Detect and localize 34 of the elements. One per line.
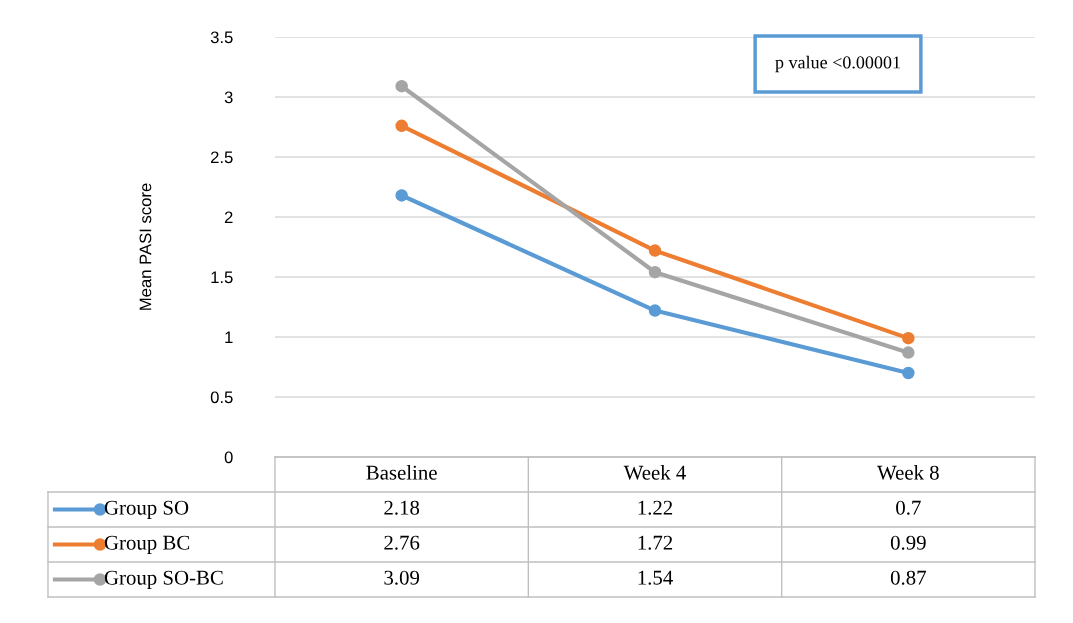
legend-label: Group SO xyxy=(104,500,189,519)
data-label: 1.22 xyxy=(638,500,673,515)
data-label: 0.7 xyxy=(896,500,921,515)
point xyxy=(648,304,662,317)
data-label: 0.87 xyxy=(890,570,926,585)
point xyxy=(902,346,915,359)
data-label: 2.76 xyxy=(384,535,420,550)
point xyxy=(648,244,662,257)
x-tick-label: Baseline xyxy=(366,465,437,480)
legend-label: Group BC xyxy=(104,535,190,554)
y-tick-label: 1.5 xyxy=(211,271,233,284)
point xyxy=(902,366,915,380)
data-label: 1.54 xyxy=(638,570,673,585)
data-label: 2.18 xyxy=(384,500,420,515)
y-tick-label: 1 xyxy=(225,331,233,344)
data-label: 1.72 xyxy=(638,535,673,550)
point xyxy=(902,331,915,345)
point xyxy=(395,119,408,133)
point xyxy=(395,189,408,202)
data-label: 3.09 xyxy=(384,570,420,585)
y-tick-label: 0.5 xyxy=(210,391,233,404)
y-axis-title: Mean PASI score xyxy=(139,183,152,310)
legend-label: Group SO-BC xyxy=(104,570,223,589)
y-tick-label: 3.5 xyxy=(210,31,233,44)
y-tick-label: 0 xyxy=(224,451,233,464)
x-tick-label: Week 4 xyxy=(623,465,686,480)
y-tick-label: 3 xyxy=(224,91,233,104)
y-tick-label: 2 xyxy=(224,211,233,224)
point xyxy=(395,79,408,93)
y-tick-label: 2.5 xyxy=(211,151,233,164)
data-label: 0.99 xyxy=(890,535,926,550)
point xyxy=(648,265,662,279)
x-tick-label: Week 8 xyxy=(877,465,939,480)
annotation: p value <0.00001 xyxy=(775,55,900,73)
